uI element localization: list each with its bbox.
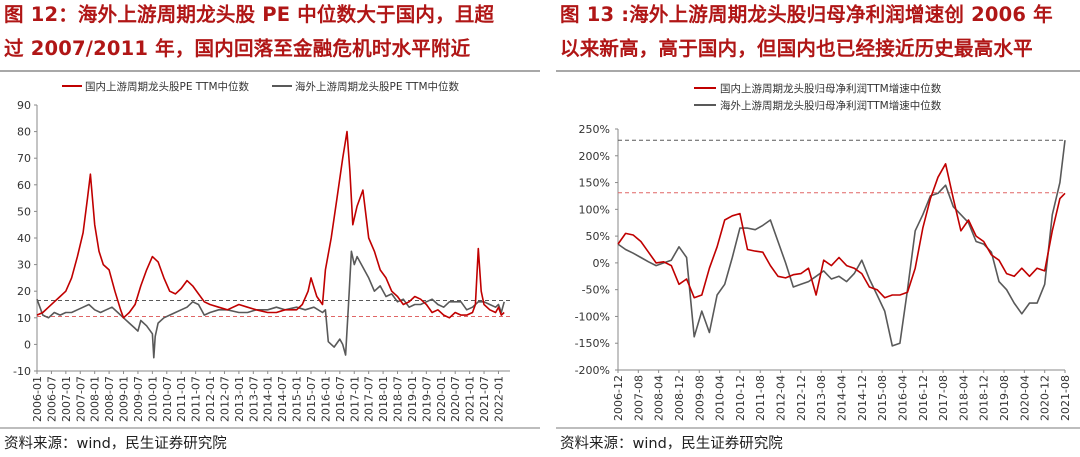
x-tick-label: 2020-01 xyxy=(435,376,448,422)
footer-rule xyxy=(0,427,540,429)
x-tick-label: 2008-12 xyxy=(673,375,686,421)
x-tick-label: 2019-08 xyxy=(998,375,1011,421)
y-tick-label: 50 xyxy=(17,205,31,218)
y-tick-label: 20 xyxy=(17,285,31,298)
x-tick-label: 2012-07 xyxy=(218,376,231,422)
profit-growth-line-chart: -200% -150% -100% -50% 0% 50% 100% 150% 200% 250%… xyxy=(575,82,1072,421)
x-tick-label: 2017-07 xyxy=(363,376,376,422)
x-tick-label: 2014-07 xyxy=(276,376,289,422)
x-tick-label: 2013-08 xyxy=(815,375,828,421)
x-tick-label: 2009-08 xyxy=(693,375,706,421)
legend-label-overseas: 海外上游周期龙头股归母净利润TTM增速中位数 xyxy=(720,99,942,112)
y-tick-label: 50% xyxy=(586,230,610,243)
x-tick-label: 2014-01 xyxy=(262,376,275,422)
x-tick-label: 2010-07 xyxy=(161,376,174,422)
x-tick-label: 2017-08 xyxy=(937,375,950,421)
x-tick-label: 2009-01 xyxy=(118,376,131,422)
y-tick-label: 0 xyxy=(24,338,31,351)
legend-label-overseas: 海外上游周期龙头股PE TTM中位数 xyxy=(295,80,460,93)
y-tick-label: -50% xyxy=(582,284,610,297)
x-tick-label: 2006-12 xyxy=(612,375,625,421)
x-tick-label: 2012-04 xyxy=(775,375,788,421)
x-tick-label: 2007-01 xyxy=(60,376,73,422)
source-note: 资料来源：wind，民生证券研究院 xyxy=(4,436,227,452)
x-tick-label: 2021-01 xyxy=(464,376,477,422)
x-tick-label: 2018-12 xyxy=(978,375,991,421)
y-tick-label: -150% xyxy=(575,337,610,350)
title-rule xyxy=(556,70,1080,72)
x-tick-label: 2006-07 xyxy=(45,376,58,422)
x-tick-label: 2011-08 xyxy=(754,375,767,421)
chart-title-line2: 以来新高，高于国内，但国内也已经接近历史最高水平 xyxy=(560,37,1033,60)
y-tick-label: 250% xyxy=(579,123,610,136)
x-tick-label: 2009-07 xyxy=(132,376,145,422)
title-rule xyxy=(0,70,540,72)
x-tick-label: 2021-07 xyxy=(478,376,491,422)
x-tick-label: 2018-07 xyxy=(392,376,405,422)
y-tick-label: 10 xyxy=(17,312,31,325)
y-tick-label: 90 xyxy=(17,99,31,112)
x-tick-label: 2012-01 xyxy=(204,376,217,422)
chart-title-line1: 图 12：海外上游周期龙头股 PE 中位数大于国内，且超 xyxy=(4,3,495,26)
x-tick-label: 2019-07 xyxy=(420,376,433,422)
footer-rule xyxy=(556,427,1080,429)
x-tick-label: 2018-01 xyxy=(377,376,390,422)
x-tick-label: 2013-01 xyxy=(233,376,246,422)
x-tick-label: 2018-04 xyxy=(957,375,970,421)
x-tick-label: 2008-01 xyxy=(89,376,102,422)
x-tick-label: 2016-01 xyxy=(319,376,332,422)
y-tick-label: -10 xyxy=(13,365,31,378)
x-tick-label: 2014-04 xyxy=(836,375,849,421)
x-tick-label: 2015-07 xyxy=(305,376,318,422)
x-tick-label: 2021-08 xyxy=(1059,375,1072,421)
x-tick-label: 2016-12 xyxy=(917,375,930,421)
y-tick-label: 150% xyxy=(579,177,610,190)
x-tick-label: 2022-01 xyxy=(492,376,505,422)
y-tick-label: 200% xyxy=(579,150,610,163)
y-tick-label: 100% xyxy=(579,203,610,216)
x-tick-label: 2015-08 xyxy=(876,375,889,421)
y-tick-label: 80 xyxy=(17,126,31,139)
x-tick-label: 2008-04 xyxy=(653,375,666,421)
y-tick-label: 60 xyxy=(17,179,31,192)
series-line-domestic xyxy=(36,130,505,319)
x-tick-label: 2006-01 xyxy=(31,376,44,422)
x-tick-label: 2011-01 xyxy=(175,376,188,422)
x-tick-label: 2007-07 xyxy=(74,376,87,422)
x-tick-label: 2008-07 xyxy=(103,376,116,422)
legend-label-domestic: 国内上游周期龙头股归母净利润TTM增速中位数 xyxy=(720,82,942,95)
y-tick-label: 0% xyxy=(593,257,610,270)
chart-title-line1: 图 13 :海外上游周期龙头股归母净利润增速创 2006 年 xyxy=(560,3,1053,26)
chart-title-line2: 过 2007/2011 年，国内回落至金融危机时水平附近 xyxy=(4,37,471,60)
x-tick-label: 2010-01 xyxy=(146,376,159,422)
x-tick-label: 2020-07 xyxy=(449,376,462,422)
y-tick-label: 40 xyxy=(17,232,31,245)
x-tick-label: 2011-07 xyxy=(190,376,203,422)
x-tick-label: 2007-08 xyxy=(632,375,645,421)
series-line-domestic xyxy=(617,163,1066,299)
chart-panel-pe: 图 12：海外上游周期龙头股 PE 中位数大于国内，且超 过 2007/2011… xyxy=(0,3,540,452)
x-tick-label: 2015-01 xyxy=(291,376,304,422)
y-tick-label: 70 xyxy=(17,152,31,165)
source-note: 资料来源：wind，民生证券研究院 xyxy=(560,436,783,452)
x-tick-label: 2020-04 xyxy=(1018,375,1031,421)
x-tick-label: 2017-01 xyxy=(348,376,361,422)
legend-label-domestic: 国内上游周期龙头股PE TTM中位数 xyxy=(85,80,250,93)
series-line-overseas xyxy=(617,140,1066,347)
x-tick-label: 2013-07 xyxy=(247,376,260,422)
x-tick-label: 2016-04 xyxy=(896,375,909,421)
x-tick-label: 2014-12 xyxy=(856,375,869,421)
chart-panel-profit-growth: 图 13 :海外上游周期龙头股归母净利润增速创 2006 年 以来新高，高于国内… xyxy=(556,0,1080,457)
x-tick-label: 2016-07 xyxy=(334,376,347,422)
y-tick-label: -200% xyxy=(575,364,610,377)
x-tick-label: 2019-01 xyxy=(406,376,419,422)
y-tick-label: -100% xyxy=(575,310,610,323)
x-tick-label: 2010-04 xyxy=(714,375,727,421)
x-tick-label: 2020-12 xyxy=(1039,375,1052,421)
x-tick-label: 2012-12 xyxy=(795,375,808,421)
x-tick-label: 2010-12 xyxy=(734,375,747,421)
y-tick-label: 30 xyxy=(17,259,31,272)
